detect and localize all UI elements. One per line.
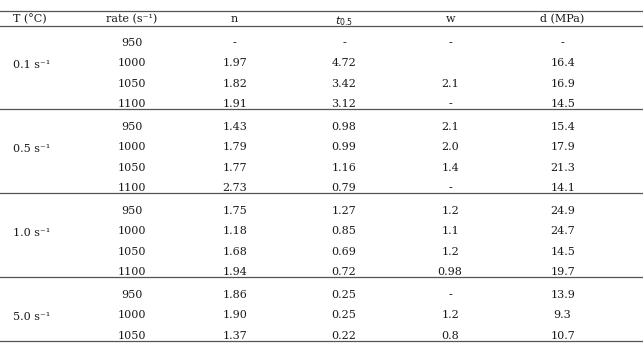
- Text: 0.22: 0.22: [332, 331, 356, 341]
- Text: 950: 950: [121, 38, 143, 48]
- Text: -: -: [233, 38, 237, 48]
- Text: 2.1: 2.1: [441, 122, 459, 132]
- Text: 0.1 s⁻¹: 0.1 s⁻¹: [13, 61, 50, 70]
- Text: 14.5: 14.5: [550, 99, 575, 109]
- Text: 2.1: 2.1: [441, 79, 459, 89]
- Text: 0.85: 0.85: [332, 226, 356, 236]
- Text: 1000: 1000: [118, 310, 146, 320]
- Text: rate (s⁻¹): rate (s⁻¹): [106, 14, 158, 24]
- Text: 14.5: 14.5: [550, 247, 575, 257]
- Text: 950: 950: [121, 122, 143, 132]
- Text: 1050: 1050: [118, 247, 146, 257]
- Text: 17.9: 17.9: [550, 142, 575, 152]
- Text: 19.7: 19.7: [550, 267, 575, 277]
- Text: 1.75: 1.75: [222, 206, 247, 216]
- Text: 950: 950: [121, 206, 143, 216]
- Text: 1050: 1050: [118, 163, 146, 173]
- Text: 16.4: 16.4: [550, 58, 575, 68]
- Text: n: n: [231, 14, 239, 24]
- Text: d (MPa): d (MPa): [541, 14, 584, 24]
- Text: 1.91: 1.91: [222, 99, 247, 109]
- Text: 1.82: 1.82: [222, 79, 247, 89]
- Text: 0.98: 0.98: [438, 267, 462, 277]
- Text: 2.73: 2.73: [222, 183, 247, 193]
- Text: 14.1: 14.1: [550, 183, 575, 193]
- Text: 1100: 1100: [118, 99, 146, 109]
- Text: 1.2: 1.2: [441, 247, 459, 257]
- Text: 4.72: 4.72: [332, 58, 356, 68]
- Text: 16.9: 16.9: [550, 79, 575, 89]
- Text: 950: 950: [121, 290, 143, 300]
- Text: -: -: [448, 38, 452, 48]
- Text: 2.0: 2.0: [441, 142, 459, 152]
- Text: 1.97: 1.97: [222, 58, 247, 68]
- Text: 24.7: 24.7: [550, 226, 575, 236]
- Text: $t_{0.5}$: $t_{0.5}$: [335, 14, 353, 28]
- Text: 0.99: 0.99: [332, 142, 356, 152]
- Text: 1.18: 1.18: [222, 226, 247, 236]
- Text: 21.3: 21.3: [550, 163, 575, 173]
- Text: 0.69: 0.69: [332, 247, 356, 257]
- Text: 1.16: 1.16: [332, 163, 356, 173]
- Text: 15.4: 15.4: [550, 122, 575, 132]
- Text: -: -: [561, 38, 565, 48]
- Text: 1.68: 1.68: [222, 247, 247, 257]
- Text: 0.25: 0.25: [332, 310, 356, 320]
- Text: 1000: 1000: [118, 58, 146, 68]
- Text: 24.9: 24.9: [550, 206, 575, 216]
- Text: 1.94: 1.94: [222, 267, 247, 277]
- Text: T (°C): T (°C): [13, 14, 46, 24]
- Text: w: w: [446, 14, 455, 24]
- Text: 1000: 1000: [118, 142, 146, 152]
- Text: 1.77: 1.77: [222, 163, 247, 173]
- Text: 5.0 s⁻¹: 5.0 s⁻¹: [13, 313, 50, 322]
- Text: 3.12: 3.12: [332, 99, 356, 109]
- Text: 1.4: 1.4: [441, 163, 459, 173]
- Text: 0.72: 0.72: [332, 267, 356, 277]
- Text: 0.5 s⁻¹: 0.5 s⁻¹: [13, 145, 50, 154]
- Text: 1050: 1050: [118, 79, 146, 89]
- Text: 1.2: 1.2: [441, 310, 459, 320]
- Text: 1050: 1050: [118, 331, 146, 341]
- Text: -: -: [448, 183, 452, 193]
- Text: 1100: 1100: [118, 267, 146, 277]
- Text: 0.8: 0.8: [441, 331, 459, 341]
- Text: 1.1: 1.1: [441, 226, 459, 236]
- Text: -: -: [448, 290, 452, 300]
- Text: 3.42: 3.42: [332, 79, 356, 89]
- Text: -: -: [448, 99, 452, 109]
- Text: 1.0 s⁻¹: 1.0 s⁻¹: [13, 229, 50, 238]
- Text: 9.3: 9.3: [554, 310, 572, 320]
- Text: 10.7: 10.7: [550, 331, 575, 341]
- Text: 1000: 1000: [118, 226, 146, 236]
- Text: 1.90: 1.90: [222, 310, 247, 320]
- Text: 0.79: 0.79: [332, 183, 356, 193]
- Text: 1.43: 1.43: [222, 122, 247, 132]
- Text: 1.79: 1.79: [222, 142, 247, 152]
- Text: 1.86: 1.86: [222, 290, 247, 300]
- Text: 1.2: 1.2: [441, 206, 459, 216]
- Text: 0.25: 0.25: [332, 290, 356, 300]
- Text: 1100: 1100: [118, 183, 146, 193]
- Text: 13.9: 13.9: [550, 290, 575, 300]
- Text: 0.98: 0.98: [332, 122, 356, 132]
- Text: 1.27: 1.27: [332, 206, 356, 216]
- Text: 1.37: 1.37: [222, 331, 247, 341]
- Text: -: -: [342, 38, 346, 48]
